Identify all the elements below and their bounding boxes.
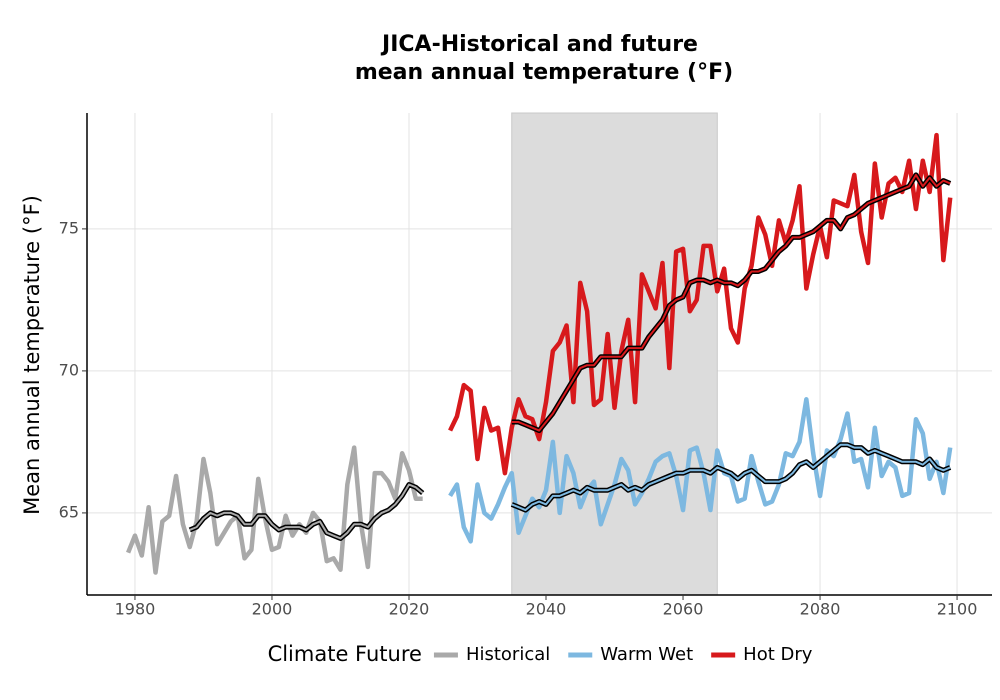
- legend-label: Warm Wet: [600, 644, 693, 665]
- shaded-period: [511, 112, 718, 596]
- legend-title: Climate Future: [268, 642, 422, 666]
- series-line: [448, 132, 953, 476]
- legend-item: Hot Dry: [711, 644, 813, 665]
- x-tick-label: 2080: [800, 600, 841, 619]
- y-tick-label: 70: [59, 360, 79, 379]
- chart-title: mean annual temperature (°F): [355, 60, 733, 85]
- y-tick-label: 75: [59, 218, 79, 237]
- legend-label: Hot Dry: [743, 644, 813, 665]
- x-tick-label: 2000: [252, 600, 293, 619]
- series-line: [448, 397, 953, 544]
- smooth-line: [511, 443, 951, 512]
- smooth-line: [511, 173, 951, 432]
- smooth-line: [189, 483, 424, 540]
- legend-item: Warm Wet: [568, 644, 693, 665]
- x-tick-label: 1980: [115, 600, 156, 619]
- series-line: [126, 445, 423, 575]
- x-tick-label: 2100: [937, 600, 978, 619]
- y-axis-label: Mean annual temperature (°F): [20, 195, 44, 515]
- legend-item: Historical: [433, 644, 550, 665]
- chart-title: JICA-Historical and future: [380, 32, 698, 57]
- x-tick-label: 2020: [389, 600, 430, 619]
- x-tick-label: 2060: [663, 600, 704, 619]
- y-tick-label: 65: [59, 502, 79, 521]
- legend-label: Historical: [466, 644, 550, 665]
- x-tick-label: 2040: [526, 600, 567, 619]
